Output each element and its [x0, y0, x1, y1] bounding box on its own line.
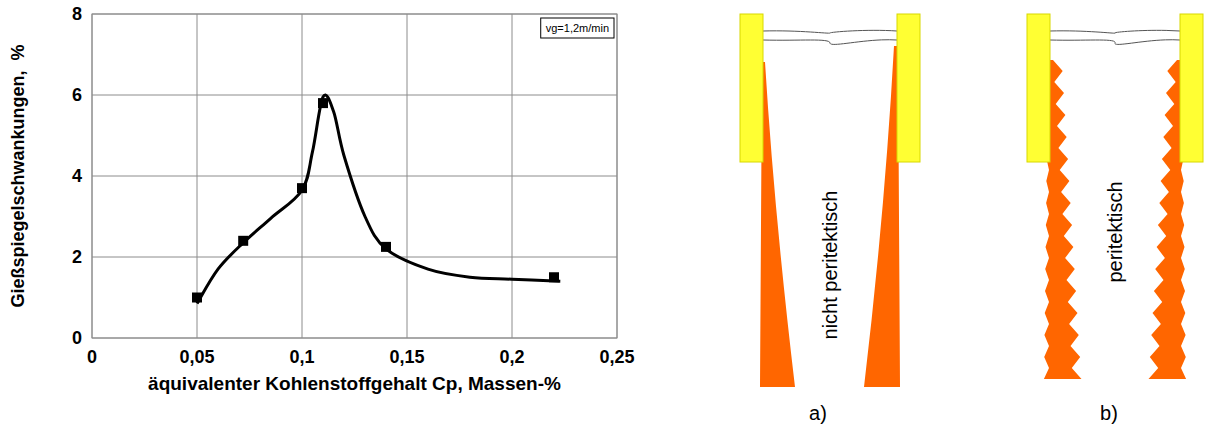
panel-label: nicht peritektisch — [819, 191, 841, 340]
panel-letter: b) — [1100, 402, 1118, 424]
x-tick-label: 0,1 — [289, 347, 314, 367]
plot-frame — [92, 14, 617, 338]
y-axis-title: Gießspiegelschwankungen, % — [8, 44, 28, 307]
grid-line — [92, 176, 617, 177]
x-tick-label: 0,2 — [499, 347, 524, 367]
meniscus — [1050, 40, 1180, 45]
mould-plate — [897, 14, 920, 162]
y-tick-label: 8 — [72, 4, 82, 24]
meniscus — [1050, 30, 1180, 33]
page: 0 2 4 6 8 0 0,05 0,1 0,15 0,2 0,25 äquivalenter Koh… — [0, 0, 1207, 435]
fit-curve — [197, 95, 560, 304]
y-tick-label: 6 — [72, 85, 82, 105]
x-tick-label: 0,25 — [599, 347, 634, 367]
panel-letter: a) — [809, 402, 827, 424]
y-tick-label: 4 — [72, 166, 82, 186]
annotation: vg=1,2m/min — [541, 18, 614, 38]
mould-panel: nicht peritektisch a) — [740, 14, 920, 424]
x-tick-label: 0 — [87, 347, 97, 367]
grid-line — [92, 257, 617, 258]
y-tick-label: 0 — [72, 328, 82, 348]
x-axis-title: äquivalenter Kohlenstoffgehalt Cp, Masse… — [148, 373, 561, 394]
grid-line — [92, 95, 617, 96]
grid — [92, 14, 617, 338]
grid-line — [197, 14, 198, 338]
annotation-text: vg=1,2m/min — [546, 22, 609, 34]
meniscus — [763, 40, 897, 45]
data — [192, 95, 560, 304]
grid-line — [302, 14, 303, 338]
mould-plate — [740, 14, 763, 162]
meniscus — [763, 30, 897, 33]
annotation-box — [541, 18, 614, 38]
x-tick-label: 0,15 — [389, 347, 424, 367]
mould-plate — [1027, 14, 1050, 162]
grid-line — [512, 14, 513, 338]
strand-shell — [864, 46, 900, 387]
grid-line — [407, 14, 408, 338]
x-tick-label: 0,05 — [179, 347, 214, 367]
panel-label: peritektisch — [1104, 181, 1126, 282]
strand-shell — [760, 62, 795, 387]
y-tick-label: 2 — [72, 247, 82, 267]
mould-plate — [1180, 14, 1203, 162]
mould-panel: peritektisch b) — [1027, 14, 1203, 424]
